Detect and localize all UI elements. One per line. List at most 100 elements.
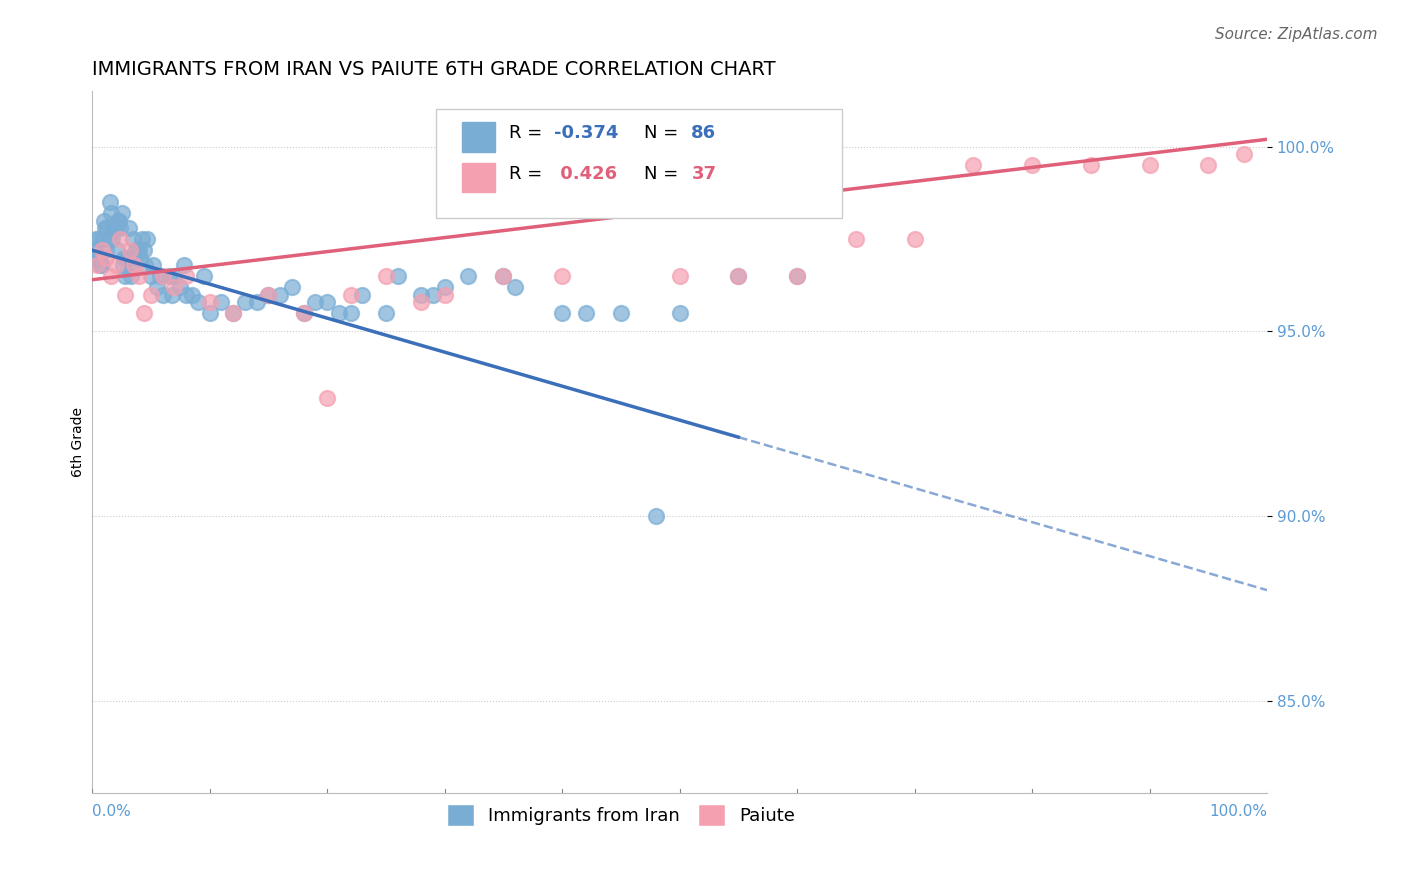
Text: 0.426: 0.426 [554, 165, 617, 183]
Point [124, 258, 146, 272]
Point [193, 268, 215, 283]
Point [101, 232, 124, 246]
Point [173, 258, 195, 272]
Point [1139, 158, 1161, 172]
Point [316, 294, 339, 309]
Point [152, 268, 174, 283]
Point [257, 287, 280, 301]
Point [132, 243, 155, 257]
Point [645, 509, 668, 524]
Point [89, 258, 111, 272]
Point [198, 306, 221, 320]
Point [316, 391, 339, 405]
Text: N =: N = [644, 165, 685, 183]
Point [433, 287, 456, 301]
Point [125, 243, 148, 257]
Point [575, 306, 598, 320]
Point [292, 306, 315, 320]
Point [292, 306, 315, 320]
Point [269, 287, 291, 301]
Point [124, 243, 146, 257]
Point [100, 206, 122, 220]
Text: Source: ZipAtlas.com: Source: ZipAtlas.com [1215, 27, 1378, 42]
Point [610, 306, 633, 320]
Point [1021, 158, 1043, 172]
Point [209, 294, 232, 309]
Point [187, 294, 209, 309]
Bar [463, 122, 495, 152]
Point [492, 268, 515, 283]
Point [112, 251, 135, 265]
Point [962, 158, 984, 172]
FancyBboxPatch shape [436, 109, 842, 218]
Text: -0.374: -0.374 [554, 124, 619, 143]
Point [786, 268, 808, 283]
Point [128, 268, 150, 283]
Point [129, 251, 152, 265]
Point [118, 251, 141, 265]
Point [89, 251, 111, 265]
Point [411, 294, 433, 309]
Point [110, 206, 132, 220]
Point [108, 213, 131, 227]
Point [84, 232, 107, 246]
Point [149, 268, 172, 283]
Point [114, 287, 136, 301]
Text: IMMIGRANTS FROM IRAN VS PAIUTE 6TH GRADE CORRELATION CHART: IMMIGRANTS FROM IRAN VS PAIUTE 6TH GRADE… [93, 60, 776, 78]
Point [90, 258, 112, 272]
Point [94, 221, 117, 235]
Point [339, 287, 361, 301]
Bar [463, 163, 495, 193]
Point [136, 232, 159, 246]
Point [257, 287, 280, 301]
Point [668, 306, 690, 320]
Point [169, 280, 191, 294]
Point [174, 268, 197, 283]
Point [181, 287, 204, 301]
Text: 0.0%: 0.0% [93, 805, 131, 820]
Point [105, 243, 128, 257]
Point [100, 268, 122, 283]
Point [98, 195, 121, 210]
Point [246, 294, 269, 309]
Point [845, 232, 868, 246]
Point [104, 221, 127, 235]
Y-axis label: 6th Grade: 6th Grade [72, 408, 86, 477]
Point [90, 243, 112, 257]
Point [96, 251, 118, 265]
Point [104, 258, 127, 272]
Point [304, 294, 326, 309]
Point [111, 258, 134, 272]
Point [134, 258, 156, 272]
Point [91, 232, 114, 246]
Point [222, 306, 245, 320]
Point [83, 243, 105, 257]
Point [174, 287, 197, 301]
Point [163, 280, 186, 294]
Point [152, 287, 174, 301]
Point [120, 268, 142, 283]
Text: 86: 86 [692, 124, 717, 143]
Point [492, 268, 515, 283]
Point [97, 232, 120, 246]
Point [233, 294, 256, 309]
Point [96, 243, 118, 257]
Point [727, 268, 749, 283]
Point [457, 268, 479, 283]
Text: R =: R = [509, 124, 548, 143]
Point [1232, 147, 1254, 161]
Point [117, 221, 139, 235]
Point [1197, 158, 1219, 172]
Point [551, 268, 574, 283]
Point [86, 258, 108, 272]
Point [122, 232, 145, 246]
Point [551, 306, 574, 320]
Point [139, 268, 162, 283]
Point [117, 251, 139, 265]
Point [93, 213, 115, 227]
Point [103, 221, 125, 235]
Point [121, 258, 143, 272]
Point [128, 243, 150, 257]
Point [786, 268, 808, 283]
Text: 37: 37 [692, 165, 717, 183]
